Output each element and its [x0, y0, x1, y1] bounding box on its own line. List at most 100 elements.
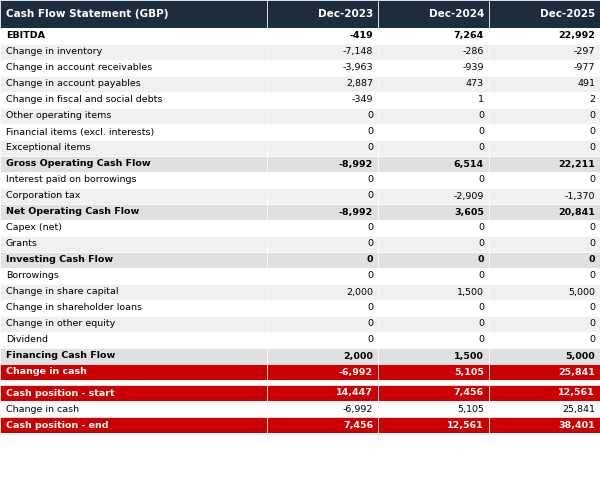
- Bar: [489, 332, 600, 348]
- Bar: [378, 348, 489, 364]
- Text: 0: 0: [478, 223, 484, 233]
- Text: Dec-2024: Dec-2024: [428, 9, 484, 19]
- Bar: [267, 0, 378, 28]
- Bar: [489, 284, 600, 300]
- Text: Change in share capital: Change in share capital: [6, 288, 119, 296]
- Text: 0: 0: [367, 223, 373, 233]
- Text: Cash Flow Statement (GBP): Cash Flow Statement (GBP): [6, 9, 169, 19]
- Text: 0: 0: [478, 112, 484, 121]
- Text: 0: 0: [589, 303, 595, 313]
- Text: Exceptional items: Exceptional items: [6, 143, 91, 153]
- Text: 0: 0: [367, 255, 373, 264]
- Bar: [489, 156, 600, 172]
- Bar: [489, 28, 600, 44]
- Bar: [267, 316, 378, 332]
- Text: 6,514: 6,514: [454, 160, 484, 168]
- Text: Capex (net): Capex (net): [6, 223, 62, 233]
- Bar: [489, 364, 600, 380]
- Bar: [378, 380, 489, 385]
- Bar: [267, 417, 378, 433]
- Text: 0: 0: [478, 240, 484, 248]
- Text: Financial items (excl. interests): Financial items (excl. interests): [6, 127, 154, 136]
- Text: 0: 0: [589, 335, 595, 344]
- Bar: [0, 188, 267, 204]
- Bar: [267, 28, 378, 44]
- Bar: [267, 380, 378, 385]
- Bar: [0, 108, 267, 124]
- Bar: [378, 28, 489, 44]
- Bar: [267, 236, 378, 252]
- Text: 0: 0: [367, 272, 373, 281]
- Text: Borrowings: Borrowings: [6, 272, 59, 281]
- Bar: [378, 417, 489, 433]
- Bar: [489, 0, 600, 28]
- Text: Change in other equity: Change in other equity: [6, 320, 115, 329]
- Bar: [0, 380, 267, 385]
- Bar: [489, 316, 600, 332]
- Text: Dec-2023: Dec-2023: [318, 9, 373, 19]
- Text: -8,992: -8,992: [339, 207, 373, 216]
- Text: 1: 1: [478, 95, 484, 105]
- Text: 7,456: 7,456: [454, 388, 484, 398]
- Bar: [267, 44, 378, 60]
- Bar: [267, 348, 378, 364]
- Bar: [378, 108, 489, 124]
- Bar: [0, 332, 267, 348]
- Text: Dividend: Dividend: [6, 335, 48, 344]
- Bar: [0, 76, 267, 92]
- Bar: [378, 252, 489, 268]
- Bar: [489, 401, 600, 417]
- Text: Change in shareholder loans: Change in shareholder loans: [6, 303, 142, 313]
- Bar: [489, 44, 600, 60]
- Text: Change in cash: Change in cash: [6, 405, 79, 413]
- Text: 38,401: 38,401: [558, 420, 595, 429]
- Bar: [0, 0, 267, 28]
- Bar: [378, 268, 489, 284]
- Text: -977: -977: [574, 64, 595, 73]
- Bar: [489, 300, 600, 316]
- Bar: [489, 380, 600, 385]
- Text: Change in account receivables: Change in account receivables: [6, 64, 152, 73]
- Bar: [489, 76, 600, 92]
- Bar: [0, 401, 267, 417]
- Text: 0: 0: [367, 175, 373, 184]
- Text: -1,370: -1,370: [565, 192, 595, 201]
- Bar: [0, 156, 267, 172]
- Bar: [378, 156, 489, 172]
- Text: Dec-2025: Dec-2025: [540, 9, 595, 19]
- Text: Change in fiscal and social debts: Change in fiscal and social debts: [6, 95, 163, 105]
- Text: 491: 491: [577, 80, 595, 88]
- Bar: [267, 332, 378, 348]
- Bar: [0, 252, 267, 268]
- Bar: [267, 108, 378, 124]
- Bar: [0, 60, 267, 76]
- Bar: [378, 332, 489, 348]
- Bar: [489, 417, 600, 433]
- Bar: [267, 172, 378, 188]
- Bar: [0, 284, 267, 300]
- Bar: [489, 204, 600, 220]
- Text: 0: 0: [589, 255, 595, 264]
- Text: 2,887: 2,887: [346, 80, 373, 88]
- Text: 3,605: 3,605: [454, 207, 484, 216]
- Bar: [267, 364, 378, 380]
- Text: -8,992: -8,992: [339, 160, 373, 168]
- Text: Gross Operating Cash Flow: Gross Operating Cash Flow: [6, 160, 151, 168]
- Text: -6,992: -6,992: [339, 368, 373, 376]
- Bar: [489, 385, 600, 401]
- Bar: [267, 252, 378, 268]
- Bar: [378, 0, 489, 28]
- Bar: [378, 60, 489, 76]
- Bar: [0, 417, 267, 433]
- Bar: [0, 300, 267, 316]
- Text: 1,500: 1,500: [457, 288, 484, 296]
- Text: 1,500: 1,500: [454, 352, 484, 361]
- Text: Other operating items: Other operating items: [6, 112, 112, 121]
- Bar: [267, 284, 378, 300]
- Text: 14,447: 14,447: [336, 388, 373, 398]
- Bar: [0, 44, 267, 60]
- Text: Net Operating Cash Flow: Net Operating Cash Flow: [6, 207, 139, 216]
- Text: Change in account payables: Change in account payables: [6, 80, 141, 88]
- Text: 0: 0: [589, 127, 595, 136]
- Text: 0: 0: [589, 223, 595, 233]
